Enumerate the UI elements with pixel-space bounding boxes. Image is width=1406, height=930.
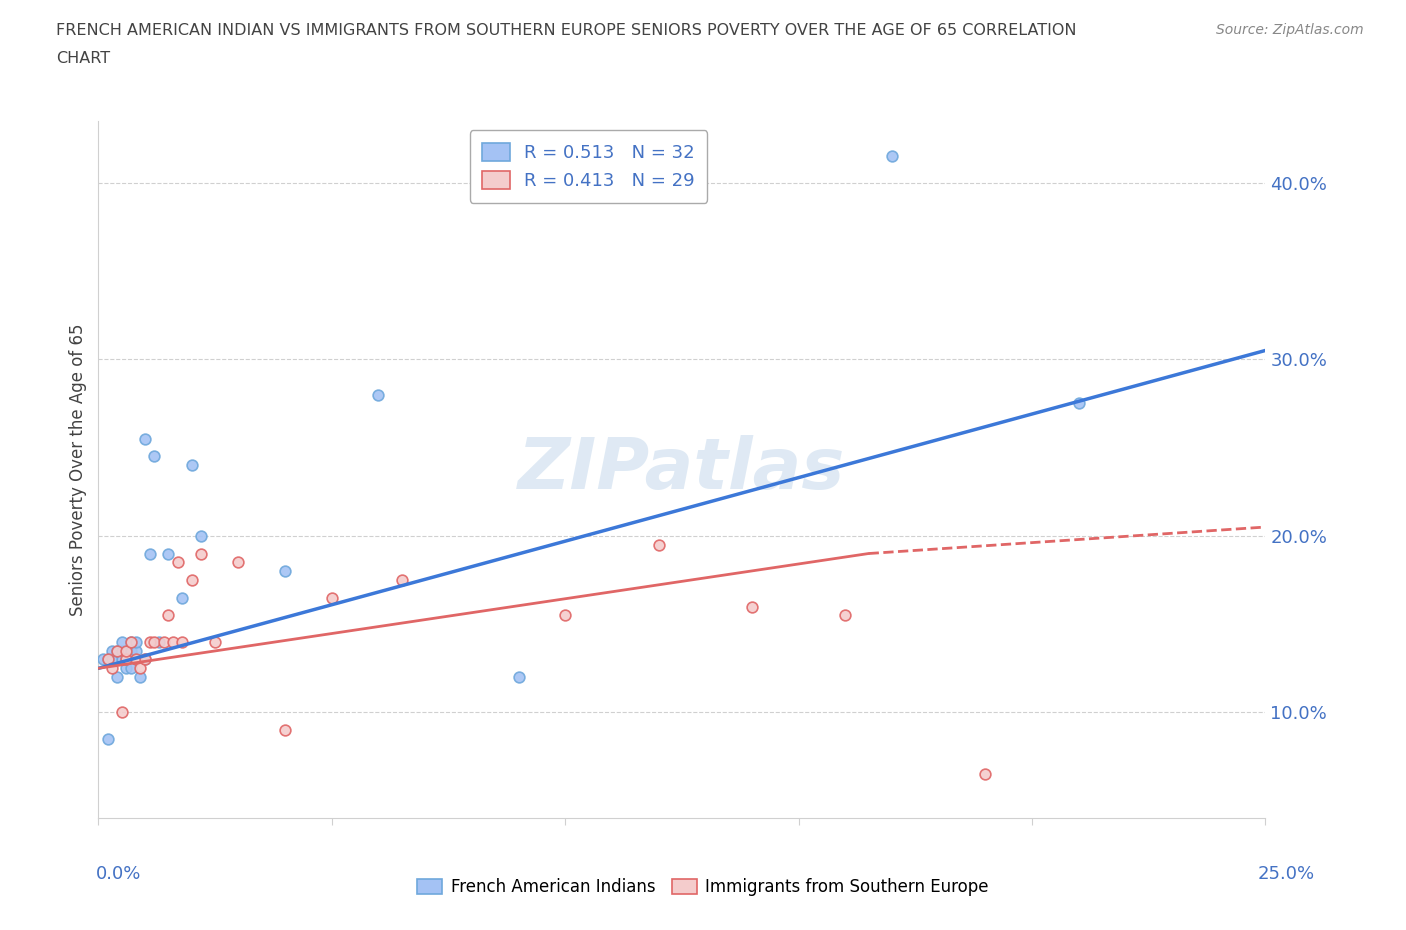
Point — [120, 634, 142, 649]
Point — [1067, 396, 1090, 411]
Point — [741, 599, 763, 614]
Point — [115, 661, 138, 676]
Point — [139, 634, 162, 649]
Point — [125, 644, 148, 658]
Point — [172, 634, 194, 649]
Point — [190, 546, 212, 561]
Point — [97, 652, 120, 667]
Text: FRENCH AMERICAN INDIAN VS IMMIGRANTS FROM SOUTHERN EUROPE SENIORS POVERTY OVER T: FRENCH AMERICAN INDIAN VS IMMIGRANTS FRO… — [56, 23, 1077, 38]
Y-axis label: Seniors Poverty Over the Age of 65: Seniors Poverty Over the Age of 65 — [69, 324, 87, 616]
Point — [974, 767, 997, 782]
Point — [172, 591, 194, 605]
Point — [204, 634, 226, 649]
Point — [111, 652, 134, 667]
Point — [101, 652, 124, 667]
Point — [228, 555, 250, 570]
Point — [274, 723, 297, 737]
Point — [143, 449, 166, 464]
Point — [120, 661, 142, 676]
Point — [111, 705, 134, 720]
Legend: R = 0.513   N = 32, R = 0.413   N = 29: R = 0.513 N = 32, R = 0.413 N = 29 — [470, 130, 707, 203]
Point — [180, 458, 202, 472]
Point — [134, 432, 156, 446]
Point — [105, 644, 128, 658]
Point — [391, 573, 413, 588]
Point — [166, 555, 188, 570]
Point — [134, 652, 156, 667]
Point — [120, 634, 142, 649]
Point — [508, 670, 530, 684]
Point — [105, 670, 128, 684]
Point — [105, 644, 128, 658]
Point — [834, 608, 856, 623]
Text: Source: ZipAtlas.com: Source: ZipAtlas.com — [1216, 23, 1364, 37]
Point — [101, 644, 124, 658]
Point — [143, 634, 166, 649]
Point — [125, 652, 148, 667]
Point — [97, 652, 120, 667]
Point — [115, 652, 138, 667]
Legend: French American Indians, Immigrants from Southern Europe: French American Indians, Immigrants from… — [411, 871, 995, 903]
Point — [152, 634, 174, 649]
Point — [129, 670, 152, 684]
Point — [115, 652, 138, 667]
Point — [321, 591, 343, 605]
Point — [125, 634, 148, 649]
Point — [148, 634, 170, 649]
Point — [101, 661, 124, 676]
Text: 0.0%: 0.0% — [96, 865, 141, 883]
Point — [120, 644, 142, 658]
Point — [647, 538, 669, 552]
Point — [111, 634, 134, 649]
Point — [367, 387, 389, 402]
Point — [134, 652, 156, 667]
Point — [139, 546, 162, 561]
Point — [115, 644, 138, 658]
Text: 25.0%: 25.0% — [1257, 865, 1315, 883]
Point — [274, 564, 297, 578]
Point — [554, 608, 576, 623]
Point — [190, 528, 212, 543]
Point — [91, 652, 114, 667]
Point — [129, 661, 152, 676]
Point — [180, 573, 202, 588]
Point — [157, 608, 180, 623]
Point — [162, 634, 184, 649]
Text: ZIPatlas: ZIPatlas — [519, 435, 845, 504]
Point — [111, 644, 134, 658]
Point — [97, 732, 120, 747]
Point — [880, 149, 903, 164]
Text: CHART: CHART — [56, 51, 110, 66]
Point — [157, 546, 180, 561]
